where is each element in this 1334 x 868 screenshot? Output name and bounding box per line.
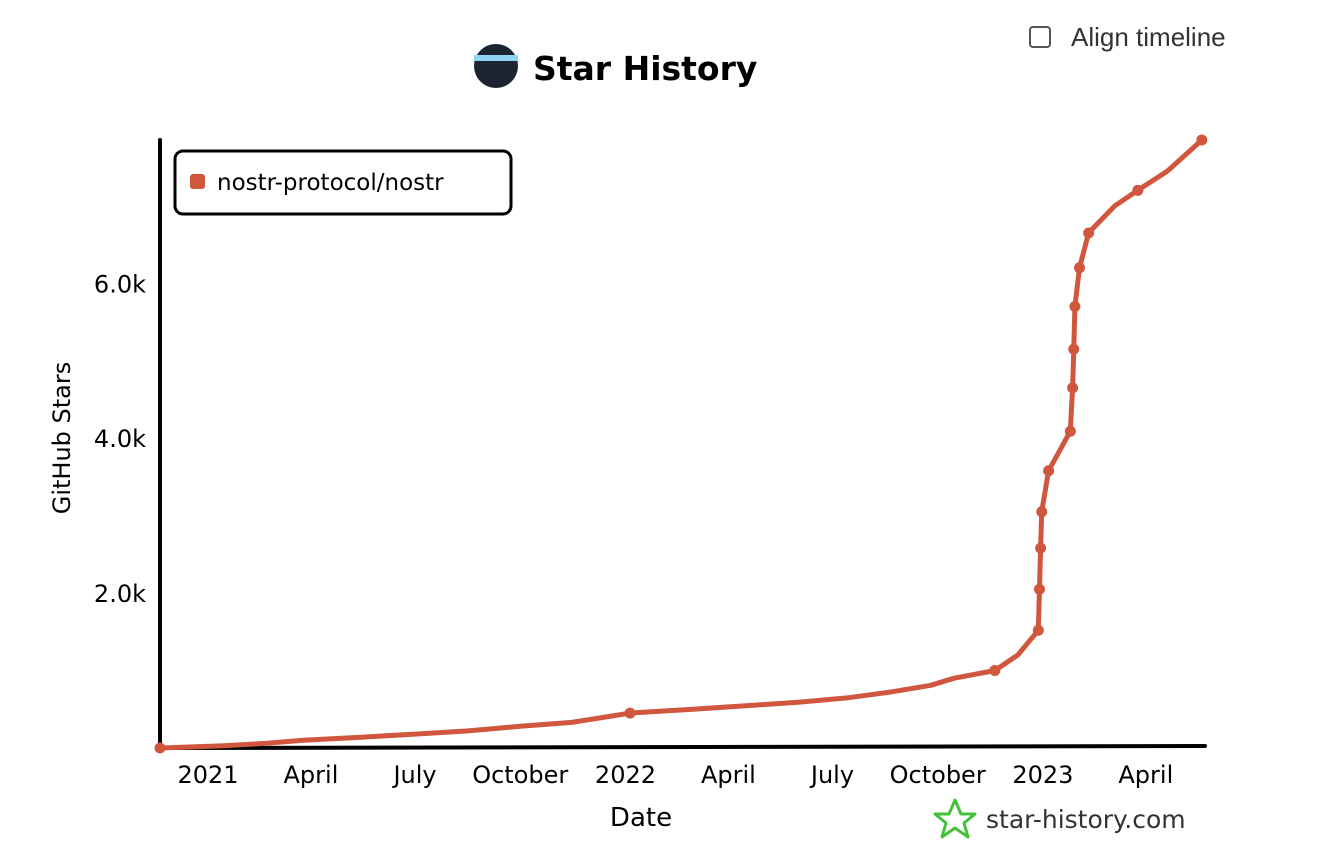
data-point <box>1064 425 1076 437</box>
x-tick-label: 2021 <box>177 761 238 789</box>
x-axis-line <box>156 744 1207 750</box>
data-point <box>1132 184 1144 196</box>
data-point <box>989 665 1001 677</box>
y-tick-label: 6.0k <box>94 270 146 298</box>
data-point <box>154 742 166 754</box>
data-point <box>1068 343 1080 355</box>
align-timeline-checkbox[interactable] <box>1029 26 1051 48</box>
align-timeline-label: Align timeline <box>1071 21 1226 52</box>
y-tick-label: 2.0k <box>94 580 146 608</box>
x-tick-label: October <box>472 761 568 789</box>
data-point <box>1032 624 1044 636</box>
y-tick-labels: 2.0k 4.0k 6.0k <box>94 270 146 608</box>
align-timeline-toggle[interactable]: Align timeline <box>1029 20 1226 54</box>
x-tick-label: April <box>1118 761 1173 789</box>
legend-box <box>173 149 513 216</box>
x-tick-labels: 2021 April July October 2022 April July October… <box>177 761 1173 789</box>
chart-title: Star History <box>533 49 757 88</box>
series-layer <box>154 134 1208 754</box>
x-tick-label: 2023 <box>1012 761 1073 789</box>
watermark-brand: star-history.com <box>986 805 1186 834</box>
data-point <box>1035 542 1047 554</box>
data-point <box>1196 134 1208 146</box>
chart-title-group: Star History <box>474 44 757 88</box>
x-tick-label: 2022 <box>595 761 656 789</box>
data-point <box>1033 583 1045 595</box>
data-point <box>1043 465 1055 477</box>
legend-swatch <box>190 174 205 189</box>
star-logo-icon <box>933 798 977 839</box>
x-tick-label: July <box>391 761 436 789</box>
data-point <box>1073 262 1085 274</box>
data-point <box>1067 382 1079 394</box>
x-tick-label: April <box>701 761 756 789</box>
github-logo-icon <box>474 44 518 88</box>
data-point <box>1083 227 1095 239</box>
x-tick-label: April <box>284 761 339 789</box>
series-line <box>157 137 1205 751</box>
x-axis-label: Date <box>610 803 672 833</box>
x-tick-label: October <box>890 761 986 789</box>
watermark: star-history.com <box>933 798 1186 839</box>
data-point <box>1036 506 1048 518</box>
legend-series-label: nostr-protocol/nostr <box>217 170 444 196</box>
data-point <box>624 707 636 719</box>
x-tick-label: July <box>809 761 854 789</box>
y-tick-label: 4.0k <box>94 425 146 453</box>
legend: nostr-protocol/nostr <box>173 149 513 216</box>
y-axis-label: GitHub Stars <box>48 362 76 515</box>
data-point <box>1069 301 1081 313</box>
